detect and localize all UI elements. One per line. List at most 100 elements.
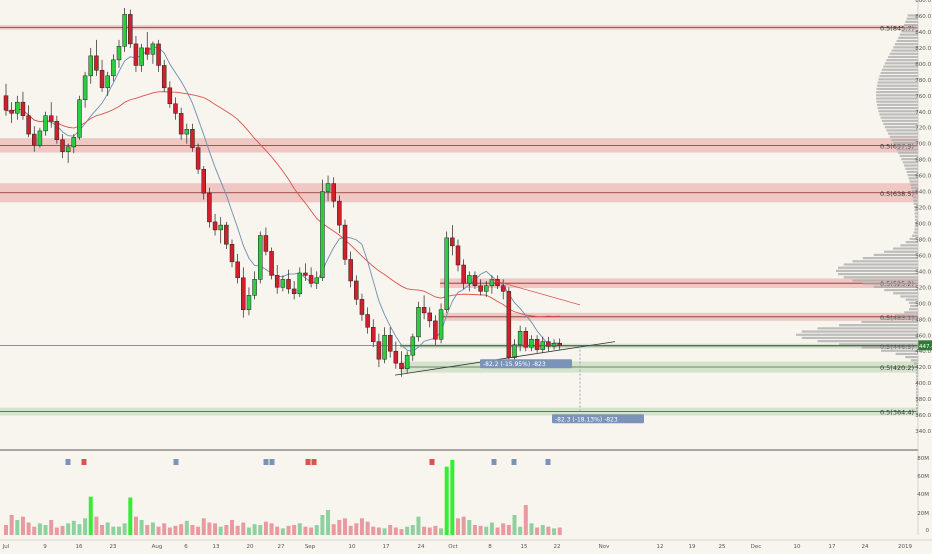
profile-bar bbox=[843, 276, 918, 279]
candle-body bbox=[529, 338, 534, 348]
volume-bar bbox=[309, 527, 314, 535]
volume-bar bbox=[196, 526, 201, 535]
volume-bar bbox=[337, 520, 342, 535]
candle-body bbox=[337, 200, 342, 226]
price-tick-label: 800.0 bbox=[915, 62, 931, 68]
volume-bar bbox=[410, 525, 415, 535]
profile-bar bbox=[901, 158, 918, 161]
profile-bar bbox=[889, 135, 918, 138]
volume-bar bbox=[26, 522, 31, 535]
measure-label-box bbox=[552, 414, 644, 424]
event-marker bbox=[311, 459, 317, 465]
candle-body bbox=[15, 101, 20, 114]
profile-bar bbox=[914, 212, 918, 215]
profile-bar bbox=[915, 387, 918, 391]
profile-bar bbox=[915, 384, 918, 387]
candle-body bbox=[325, 183, 331, 192]
volume-bar bbox=[156, 526, 161, 535]
current-price-value: 447.4 bbox=[919, 344, 932, 350]
profile-bar bbox=[862, 257, 918, 260]
profile-bar bbox=[899, 33, 918, 36]
profile-bar bbox=[877, 81, 918, 84]
date-tick-label: 10 bbox=[794, 544, 801, 550]
candle-body bbox=[342, 224, 348, 260]
date-tick-label: 6 bbox=[184, 544, 188, 550]
profile-bar bbox=[896, 148, 918, 151]
volume-tick-label: 0 bbox=[926, 528, 930, 534]
profile-bar bbox=[876, 97, 918, 100]
price-tick-label: 880.0 bbox=[915, 0, 931, 4]
zone-label: 0.5(845.7) bbox=[880, 24, 914, 32]
volume-bar bbox=[512, 515, 517, 535]
volume-bar bbox=[540, 525, 545, 535]
volume-bar bbox=[150, 522, 155, 535]
date-tick-label: Dec bbox=[751, 544, 762, 550]
candle-body bbox=[286, 279, 291, 290]
profile-bar bbox=[905, 241, 918, 244]
profile-bar bbox=[914, 228, 918, 231]
candle-body bbox=[252, 279, 257, 296]
profile-bar bbox=[910, 359, 918, 362]
price-tick-label: 860.0 bbox=[915, 14, 931, 20]
candle-body bbox=[3, 95, 9, 111]
profile-bar bbox=[839, 343, 918, 346]
profile-bar bbox=[886, 59, 918, 62]
candle-body bbox=[150, 43, 156, 55]
volume-bar bbox=[439, 528, 444, 535]
candle-body bbox=[320, 191, 325, 279]
volume-bar bbox=[167, 527, 172, 535]
profile-bar bbox=[909, 180, 918, 183]
volume-bar bbox=[450, 460, 455, 535]
profile-bar bbox=[880, 71, 918, 75]
candle-body bbox=[269, 251, 274, 276]
profile-bar bbox=[896, 39, 918, 43]
candle-body bbox=[500, 285, 506, 292]
date-tick-label: Nov bbox=[599, 544, 610, 550]
measure-label-box bbox=[480, 359, 572, 369]
profile-bar bbox=[916, 391, 918, 394]
event-marker bbox=[81, 459, 87, 465]
candle-body bbox=[438, 309, 444, 340]
profile-bar bbox=[876, 90, 918, 94]
profile-bar bbox=[893, 292, 918, 295]
volume-bar bbox=[320, 515, 325, 535]
volume-bar bbox=[139, 520, 144, 535]
profile-bar bbox=[913, 231, 918, 234]
volume-bar bbox=[399, 529, 404, 535]
candle-body bbox=[478, 285, 483, 292]
volume-bar bbox=[213, 523, 218, 535]
profile-bar bbox=[911, 189, 918, 193]
volume-bar bbox=[280, 528, 285, 535]
zone-label: 0.5(364.4) bbox=[880, 409, 914, 417]
candle-body bbox=[65, 146, 71, 152]
profile-bar bbox=[795, 333, 918, 336]
candle-body bbox=[274, 275, 280, 288]
candle-body bbox=[354, 280, 359, 300]
price-tick-label: 480.0 bbox=[915, 317, 931, 323]
volume-bar bbox=[173, 525, 178, 535]
volume-bar bbox=[224, 525, 229, 535]
volume-bar bbox=[145, 525, 150, 535]
profile-bar bbox=[905, 298, 918, 301]
volume-bar bbox=[303, 526, 308, 535]
candle-body bbox=[229, 244, 235, 263]
volume-bar bbox=[20, 516, 25, 535]
profile-bar bbox=[907, 174, 918, 177]
profile-bar bbox=[916, 403, 918, 407]
profile-bar bbox=[914, 218, 918, 221]
profile-bar bbox=[876, 84, 918, 87]
candle-body bbox=[365, 314, 370, 328]
candle-body bbox=[382, 335, 387, 360]
profile-bar bbox=[881, 349, 918, 352]
candle-body bbox=[122, 14, 127, 47]
price-tick-label: 620.0 bbox=[915, 206, 931, 212]
profile-bar bbox=[898, 36, 918, 39]
profile-bar bbox=[916, 400, 918, 403]
profile-bar bbox=[880, 317, 918, 320]
volume-bar bbox=[246, 527, 251, 535]
profile-bar bbox=[837, 266, 918, 269]
profile-bar bbox=[908, 177, 918, 180]
profile-bar bbox=[801, 330, 918, 333]
price-tick-label: 360.0 bbox=[915, 413, 931, 419]
profile-bar bbox=[914, 225, 918, 228]
